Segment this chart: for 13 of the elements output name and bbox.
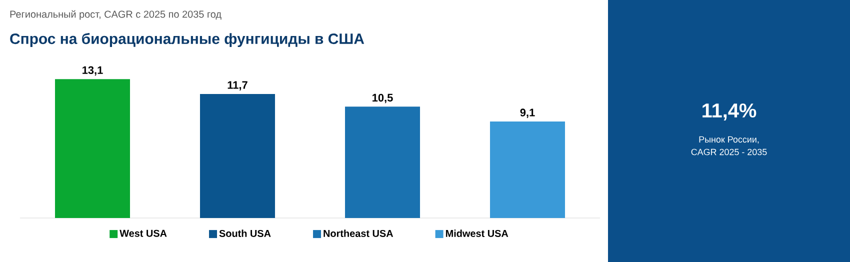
text: 11,4% bbox=[702, 104, 756, 120]
legend-label: Northeast USA bbox=[324, 230, 394, 237]
chart-title: Спрос на биорациональные фунгициды в США bbox=[10, 32, 364, 48]
data-label: 13,1 bbox=[82, 66, 103, 76]
chart-subtitle: Региональный рост, CAGR с 2025 по 2035 год bbox=[10, 10, 222, 20]
legend-label: South USA bbox=[219, 230, 271, 237]
text: Рынок России, bbox=[699, 136, 759, 144]
text: CAGR 2025 - 2035 bbox=[691, 148, 767, 156]
legend-label: Midwest USA bbox=[446, 230, 508, 237]
data-label: 10,5 bbox=[372, 94, 393, 104]
data-label: 11,7 bbox=[228, 81, 248, 90]
data-label: 9,1 bbox=[520, 108, 535, 118]
legend-label: West USA bbox=[120, 230, 167, 237]
